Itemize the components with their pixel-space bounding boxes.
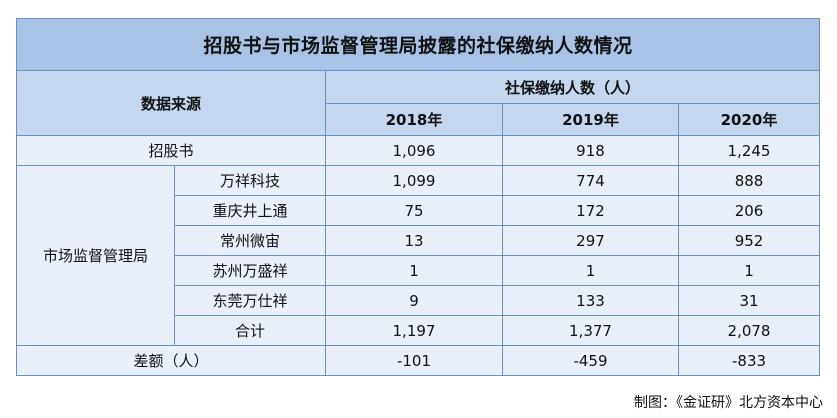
row-label-company: 东莞万仕祥 xyxy=(174,285,326,316)
row-label-company: 重庆井上通 xyxy=(174,195,326,226)
row-label-total: 合计 xyxy=(174,315,326,346)
cell-value: 9 xyxy=(325,285,503,316)
header-row-years: 2018年 2019年 2020年 xyxy=(17,103,821,136)
row-group-regulator: 市场监督管理局 xyxy=(16,165,175,346)
row-label-company: 常州微宙 xyxy=(174,225,326,256)
header-year-2020: 2020年 xyxy=(677,103,821,136)
cell-value: 297 xyxy=(502,225,679,256)
cell-value: 774 xyxy=(502,165,679,196)
cell-value: 13 xyxy=(325,225,503,256)
source-caption: 制图：《金证研》北方资本中心 xyxy=(634,395,823,411)
cell-value: 1,245 xyxy=(677,135,821,166)
social-security-table: 招股书与市场监督管理局披露的社保缴纳人数情况 数据来源 社保缴纳人数（人） 20… xyxy=(15,18,821,376)
table-title: 招股书与市场监督管理局披露的社保缴纳人数情况 xyxy=(15,18,821,71)
header-row-top: 数据来源 社保缴纳人数（人） xyxy=(16,70,821,136)
row-label-company: 万祥科技 xyxy=(174,165,326,196)
header-year-2019: 2019年 xyxy=(502,103,679,136)
cell-value: 1,197 xyxy=(325,315,503,346)
cell-value: 1,099 xyxy=(325,165,503,196)
cell-value: 888 xyxy=(677,165,821,196)
header-year-2018: 2018年 xyxy=(325,103,503,136)
table-row-prospectus: 招股书 1,096 918 1,245 xyxy=(16,135,821,166)
cell-value: 952 xyxy=(677,225,821,256)
table-row: 重庆井上通 75 172 206 xyxy=(17,195,821,226)
cell-value: 918 xyxy=(502,135,679,166)
cell-value: 206 xyxy=(677,195,821,226)
table-row: 东莞万仕祥 9 133 31 xyxy=(17,285,821,316)
cell-value: 1 xyxy=(325,255,503,286)
row-label-prospectus: 招股书 xyxy=(16,135,326,166)
cell-value: 2,078 xyxy=(677,315,821,346)
header-group-label: 社保缴纳人数（人） xyxy=(324,70,821,104)
cell-value: 172 xyxy=(502,195,679,226)
row-label-difference: 差额（人） xyxy=(16,345,326,376)
cell-value: 31 xyxy=(677,285,821,316)
cell-value: -101 xyxy=(325,345,503,376)
social-security-table-frame: 招股书与市场监督管理局披露的社保缴纳人数情况 数据来源 社保缴纳人数（人） 20… xyxy=(15,18,821,381)
row-label-company: 苏州万盛祥 xyxy=(174,255,326,286)
table-row: 市场监督管理局 万祥科技 1,099 774 888 xyxy=(16,165,821,346)
table-row-difference: 差额（人） -101 -459 -833 xyxy=(16,345,821,376)
cell-value: 133 xyxy=(502,285,679,316)
cell-value: -459 xyxy=(502,345,679,376)
cell-value: 1 xyxy=(502,255,679,286)
cell-value: 75 xyxy=(325,195,503,226)
header-data-source: 数据来源 xyxy=(16,70,326,136)
cell-value: 1 xyxy=(677,255,821,286)
title-row: 招股书与市场监督管理局披露的社保缴纳人数情况 xyxy=(15,18,821,71)
cell-value: 1,096 xyxy=(325,135,503,166)
cell-value: -833 xyxy=(677,345,821,376)
cell-value: 1,377 xyxy=(502,315,679,346)
table-row: 常州微宙 13 297 952 xyxy=(17,225,821,256)
